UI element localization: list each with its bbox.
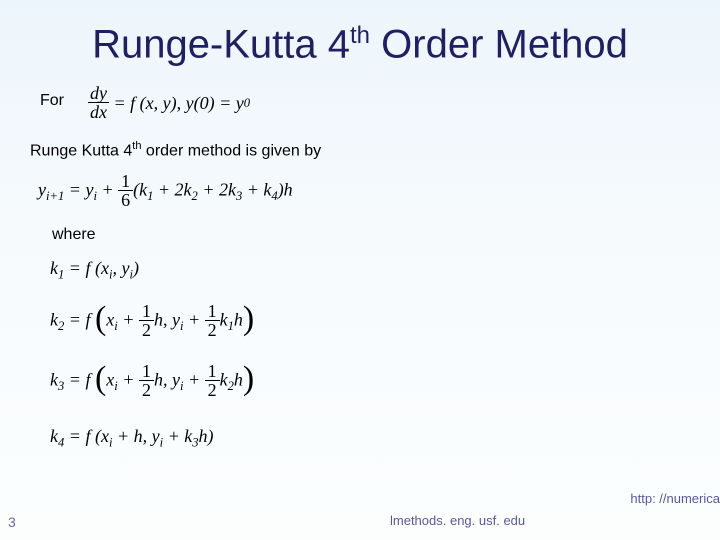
slide-title: Runge-Kutta 4th Order Method — [0, 22, 720, 67]
equation-k4: k4 = f (xi + h, yi + k3h) — [50, 426, 214, 451]
half-n: 1 — [139, 302, 154, 321]
k4-eq: = f (x — [64, 426, 109, 446]
k3-h: h, y — [154, 370, 180, 390]
equation-k3: k3 = f (xi + 12h, yi + 12k2h) — [50, 362, 254, 401]
k2-plus2: + — [183, 310, 204, 330]
k3-plus1: + — [118, 370, 139, 390]
k1-mid: , y — [112, 258, 129, 278]
k2-plus1: + — [118, 310, 139, 330]
k2-eq: = f — [64, 310, 95, 330]
p2k2: + 2k — [153, 180, 191, 200]
k3-plus2: + — [183, 370, 204, 390]
for-label: For — [40, 92, 64, 110]
k4-mid1: + h, y — [112, 426, 159, 446]
lparen: ( — [95, 360, 106, 397]
ode-rest: = f (x, y), y(0) = y — [109, 93, 244, 113]
method-label-post: order method is given by — [141, 142, 321, 159]
footer-link: lmethods. eng. usf. edu — [390, 513, 525, 528]
k: k — [50, 258, 58, 278]
where-label: where — [52, 226, 96, 244]
title-pre: Runge-Kutta 4 — [92, 22, 350, 66]
footer-right: http: //numerica — [630, 491, 720, 506]
p2k3: + 2k — [198, 180, 236, 200]
k1-rhs: = f (x — [64, 258, 109, 278]
y-ip1: i+1 — [46, 189, 64, 203]
lparen: ( — [95, 300, 106, 337]
k3-k2: k — [220, 370, 228, 390]
y: y — [38, 180, 46, 200]
dy: dy — [88, 84, 109, 103]
plus: + — [97, 180, 118, 200]
k2-k1: k — [220, 310, 228, 330]
close-h: )h — [278, 180, 293, 200]
k2-hclose: h — [234, 310, 243, 330]
k: k — [50, 426, 58, 446]
equation-k2: k2 = f (xi + 12h, yi + 12k1h) — [50, 302, 254, 341]
ode-y0-sub: 0 — [244, 96, 250, 110]
half-n: 1 — [139, 362, 154, 381]
k: k — [50, 370, 58, 390]
k: k — [50, 310, 58, 330]
frac-1: 1 — [118, 172, 133, 191]
page-number: 3 — [8, 514, 16, 530]
half-d: 2 — [139, 321, 154, 341]
rparen: ) — [243, 360, 254, 397]
rparen: ) — [243, 300, 254, 337]
title-post: Order Method — [370, 22, 628, 66]
half2-d: 2 — [205, 321, 220, 341]
equation-ode: dydx = f (x, y), y(0) = y0 — [88, 84, 250, 123]
equation-k1: k1 = f (xi, yi) — [50, 258, 139, 283]
open-paren: (k — [133, 180, 147, 200]
k3-hclose: h — [234, 370, 243, 390]
title-sup: th — [350, 22, 370, 49]
pk4: + k — [242, 180, 271, 200]
method-label-pre: Runge Kutta 4 — [30, 142, 132, 159]
frac-6: 6 — [118, 191, 133, 211]
dx: dx — [88, 103, 109, 123]
method-label: Runge Kutta 4th order method is given by — [30, 140, 321, 160]
k1-close: ) — [133, 258, 139, 278]
half2-n: 1 — [205, 362, 220, 381]
equation-main: yi+1 = yi + 16(k1 + 2k2 + 2k3 + k4)h — [38, 172, 293, 211]
k4-close: h) — [199, 426, 214, 446]
k2-h: h, y — [154, 310, 180, 330]
eq-y: = y — [64, 180, 93, 200]
half2-d: 2 — [205, 381, 220, 401]
k3-eq: = f — [64, 370, 95, 390]
k4-mid2: + k — [163, 426, 192, 446]
slide: Runge-Kutta 4th Order Method For dydx = … — [0, 0, 720, 540]
half2-n: 1 — [205, 302, 220, 321]
half-d: 2 — [139, 381, 154, 401]
